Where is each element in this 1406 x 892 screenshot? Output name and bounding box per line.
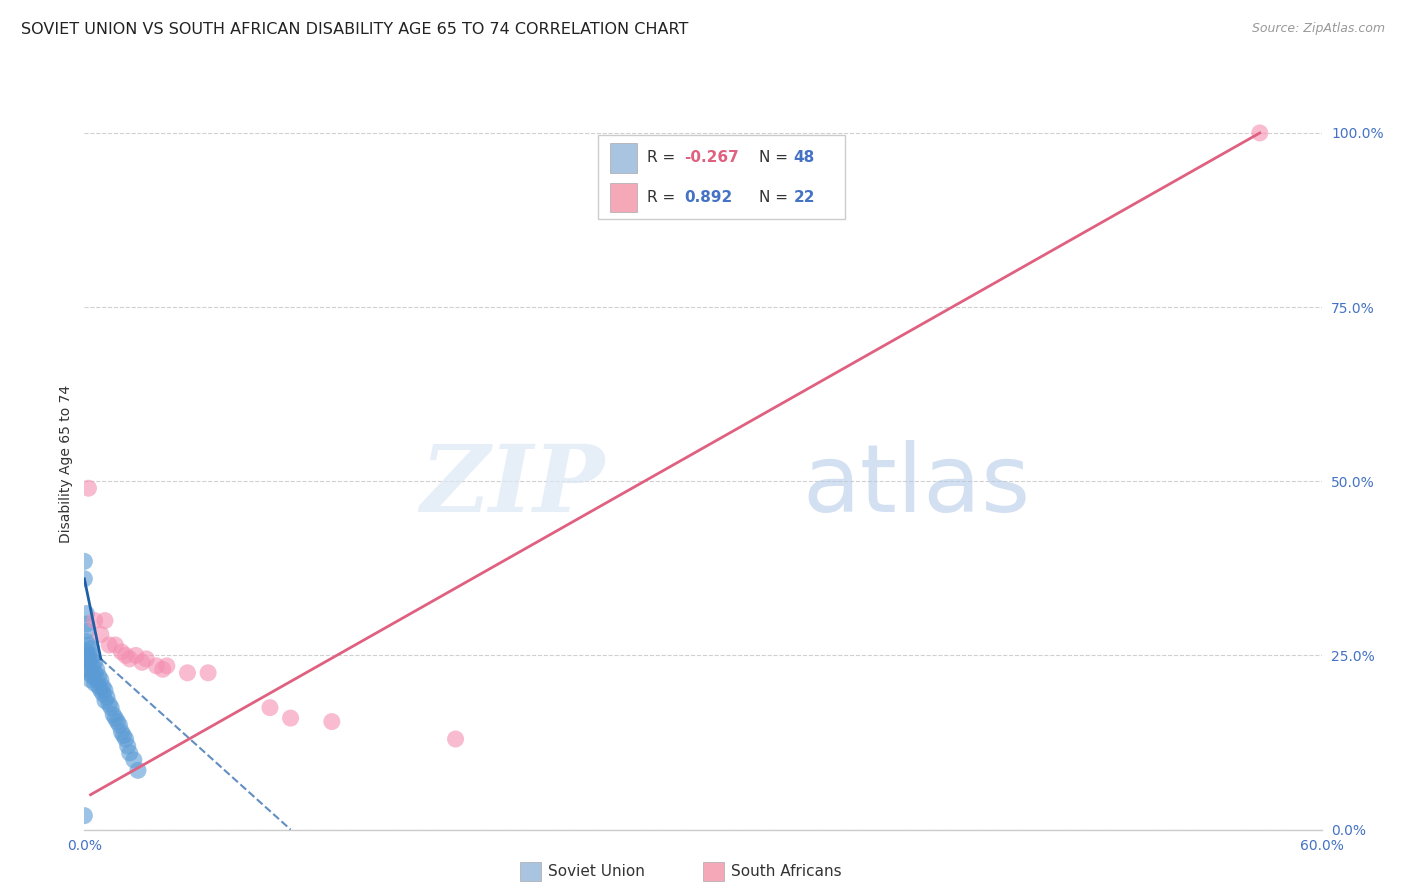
Point <box>114 648 136 663</box>
Point <box>94 683 117 698</box>
Point <box>104 638 127 652</box>
Point <box>94 694 117 708</box>
Point <box>79 662 101 676</box>
Text: SOVIET UNION VS SOUTH AFRICAN DISABILITY AGE 65 TO 74 CORRELATION CHART: SOVIET UNION VS SOUTH AFRICAN DISABILITY… <box>21 22 689 37</box>
Text: N =: N = <box>759 190 793 205</box>
Point <box>444 731 467 746</box>
Point <box>108 718 131 732</box>
Y-axis label: Disability Age 65 to 74: Disability Age 65 to 74 <box>59 384 73 543</box>
Point <box>73 808 96 822</box>
Point <box>75 607 97 621</box>
Point <box>82 658 104 673</box>
Point <box>82 669 104 683</box>
Point <box>118 746 141 760</box>
Point <box>197 665 219 680</box>
Point <box>86 673 108 687</box>
Point <box>118 652 141 666</box>
Text: South Africans: South Africans <box>731 864 842 879</box>
Point <box>75 634 97 648</box>
Point <box>127 764 149 778</box>
Point <box>83 676 105 690</box>
Point <box>83 614 105 628</box>
Point <box>114 731 136 746</box>
Point <box>122 753 145 767</box>
Point <box>94 614 117 628</box>
Point <box>75 624 97 638</box>
Point <box>96 690 118 705</box>
Point <box>103 707 125 722</box>
Point <box>259 700 281 714</box>
Point <box>131 656 153 670</box>
Point <box>145 658 167 673</box>
Text: -0.267: -0.267 <box>685 151 740 165</box>
Point <box>79 652 101 666</box>
Bar <box>598 135 845 219</box>
Point <box>110 645 132 659</box>
Point <box>79 673 101 687</box>
Point <box>73 554 96 568</box>
Point <box>321 714 343 729</box>
Point <box>77 638 100 652</box>
Point <box>105 714 128 729</box>
Bar <box>610 183 637 212</box>
Point <box>90 683 112 698</box>
Point <box>83 665 105 680</box>
Point <box>152 662 174 676</box>
Point <box>135 652 157 666</box>
Point <box>1249 126 1271 140</box>
Text: R =: R = <box>647 190 685 205</box>
Text: R =: R = <box>647 151 681 165</box>
Point <box>117 739 139 753</box>
Text: 22: 22 <box>793 190 815 205</box>
Text: 0.892: 0.892 <box>685 190 733 205</box>
Point <box>77 656 100 670</box>
Point <box>156 658 179 673</box>
Point <box>87 669 110 683</box>
Point <box>104 711 127 725</box>
Point <box>91 680 114 694</box>
Point <box>86 662 108 676</box>
Point <box>77 648 100 663</box>
Point <box>87 680 110 694</box>
Point <box>112 729 135 743</box>
Text: atlas: atlas <box>801 440 1031 532</box>
Bar <box>610 144 637 172</box>
Point <box>98 638 121 652</box>
Point <box>79 641 101 656</box>
Text: Soviet Union: Soviet Union <box>548 864 645 879</box>
Point <box>125 648 148 663</box>
Point <box>75 617 97 632</box>
Text: 48: 48 <box>793 151 814 165</box>
Point <box>100 700 122 714</box>
Point <box>75 652 97 666</box>
Point <box>98 697 121 711</box>
Point <box>280 711 302 725</box>
Text: Source: ZipAtlas.com: Source: ZipAtlas.com <box>1251 22 1385 36</box>
Text: N =: N = <box>759 151 793 165</box>
Point <box>90 627 112 641</box>
Point <box>82 648 104 663</box>
Point <box>77 481 100 495</box>
Point <box>73 572 96 586</box>
Point <box>75 662 97 676</box>
Text: ZIP: ZIP <box>420 441 605 531</box>
Point <box>75 645 97 659</box>
Point <box>83 656 105 670</box>
Point <box>77 665 100 680</box>
Point <box>90 673 112 687</box>
Point <box>110 725 132 739</box>
Point <box>176 665 198 680</box>
Point <box>91 687 114 701</box>
